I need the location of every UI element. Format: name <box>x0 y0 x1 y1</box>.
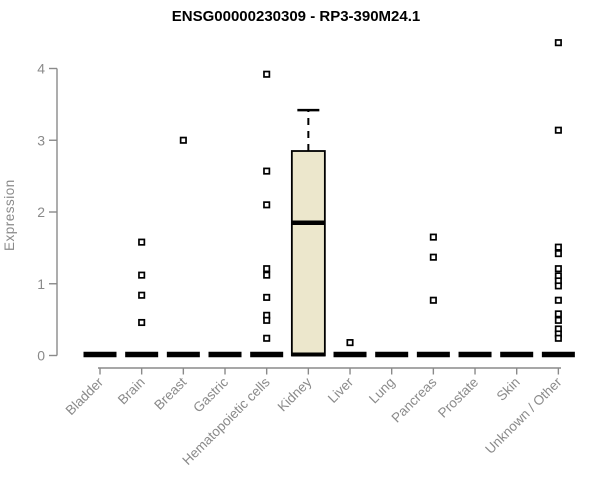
outlier-point <box>554 334 562 342</box>
y-tick-label: 2 <box>37 204 45 220</box>
outlier-point <box>138 291 146 299</box>
outlier-point <box>554 296 562 304</box>
box-rect <box>290 150 326 357</box>
x-tick-label: Kidney <box>275 374 315 414</box>
x-tick-label: Bladder <box>63 374 107 418</box>
outlier-point <box>179 136 187 144</box>
x-tick-label: Skin <box>494 375 523 404</box>
x-tick-label: Prostate <box>435 375 481 421</box>
x-tick-label: Gastric <box>190 374 231 415</box>
y-tick-label: 1 <box>37 276 45 292</box>
x-tick-label: Breast <box>151 374 189 412</box>
x-tick-label: Pancreas <box>389 374 440 425</box>
outlier-point <box>429 253 437 261</box>
outlier-point <box>138 318 146 327</box>
outlier-point <box>554 126 562 134</box>
outlier-point <box>263 265 271 273</box>
outlier-point <box>554 310 562 318</box>
outlier-point <box>263 334 271 342</box>
outlier-point <box>429 233 437 241</box>
outlier-point <box>263 70 271 78</box>
outlier-point <box>554 250 562 258</box>
outlier-point <box>263 167 271 175</box>
chart-title: ENSG00000230309 - RP3-390M24.1 <box>171 8 421 25</box>
outlier-point <box>554 316 562 324</box>
outlier-point <box>263 293 271 301</box>
x-tick-label: Brain <box>115 375 148 408</box>
outlier-point <box>138 238 146 246</box>
y-tick-label: 0 <box>37 348 45 364</box>
y-tick-label: 3 <box>37 132 45 148</box>
outlier-point <box>138 271 146 279</box>
outlier-point <box>429 296 437 304</box>
outlier-point <box>346 339 354 347</box>
x-tick-label: Liver <box>325 374 357 406</box>
outlier-point <box>554 265 562 273</box>
outlier-point <box>263 271 271 279</box>
outlier-point <box>554 282 562 290</box>
outlier-point <box>554 39 562 47</box>
y-tick-label: 4 <box>37 61 45 77</box>
outlier-point <box>554 243 562 251</box>
x-tick-label: Unknown / Other <box>482 374 565 457</box>
outlier-point <box>263 316 271 324</box>
x-tick-label: Lung <box>366 375 398 407</box>
outlier-point <box>263 201 271 209</box>
